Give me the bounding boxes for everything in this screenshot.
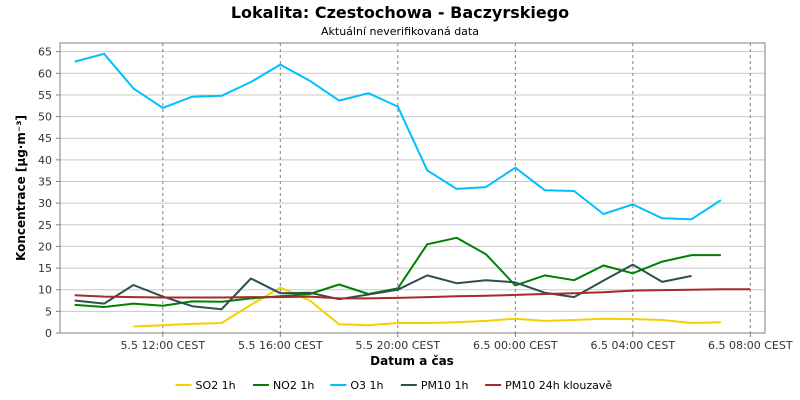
legend-label-2: NO2 1h — [273, 379, 314, 392]
chart-subtitle: Aktuální neverifikovaná data — [321, 25, 479, 38]
plot-frame — [59, 42, 766, 334]
y-tick-label: 15 — [38, 262, 52, 275]
y-tick-label: 60 — [38, 67, 52, 80]
y-axis-title: Koncentrace [µg·m⁻³] — [14, 115, 28, 261]
y-tick-label: 5 — [45, 305, 52, 318]
legend: SO2 1h NO2 1h O3 1h PM10 1h PM10 24h klouzav… — [175, 379, 612, 392]
y-tick-label: 20 — [38, 240, 52, 253]
series-layer — [74, 52, 751, 328]
series-line-5 — [74, 288, 751, 300]
y-tick-label: 50 — [38, 111, 52, 124]
x-tick-label: 6.5 00:00 CEST — [473, 339, 558, 352]
x-tick-label: 6.5 08:00 CEST — [708, 339, 793, 352]
x-tick-label: 5.5 12:00 CEST — [121, 339, 206, 352]
y-tick-label: 55 — [38, 89, 52, 102]
legend-label-5: PM10 24h klouzavě — [505, 379, 612, 392]
legend-label-3: O3 1h — [350, 379, 383, 392]
y-tick-label: 65 — [38, 46, 52, 59]
x-axis-title: Datum a čas — [370, 354, 454, 368]
legend-label-4: PM10 1h — [421, 379, 469, 392]
chart-title: Lokalita: Czestochowa - Baczyrskiego — [231, 3, 569, 22]
y-tick-label: 25 — [38, 219, 52, 232]
y-tick-label: 10 — [38, 284, 52, 297]
x-axis-ticks: 5.5 12:00 CEST 5.5 16:00 CEST 5.5 20:00 CE… — [121, 333, 793, 352]
y-tick-label: 45 — [38, 132, 52, 145]
plot-area — [60, 43, 765, 333]
y-tick-label: 35 — [38, 176, 52, 189]
series-line-3 — [74, 52, 722, 221]
x-tick-label: 5.5 20:00 CEST — [356, 339, 441, 352]
x-tick-label: 6.5 04:00 CEST — [591, 339, 676, 352]
y-tick-label: 40 — [38, 154, 52, 167]
y-tick-label: 0 — [45, 327, 52, 340]
series-line-4 — [74, 263, 692, 311]
y-axis-ticks: 0 5 10 15 20 25 30 35 40 45 50 55 60 65 — [38, 46, 60, 340]
series-line-1 — [133, 286, 721, 328]
legend-label-1: SO2 1h — [196, 379, 236, 392]
x-tick-label: 5.5 16:00 CEST — [238, 339, 323, 352]
y-tick-label: 30 — [38, 197, 52, 210]
